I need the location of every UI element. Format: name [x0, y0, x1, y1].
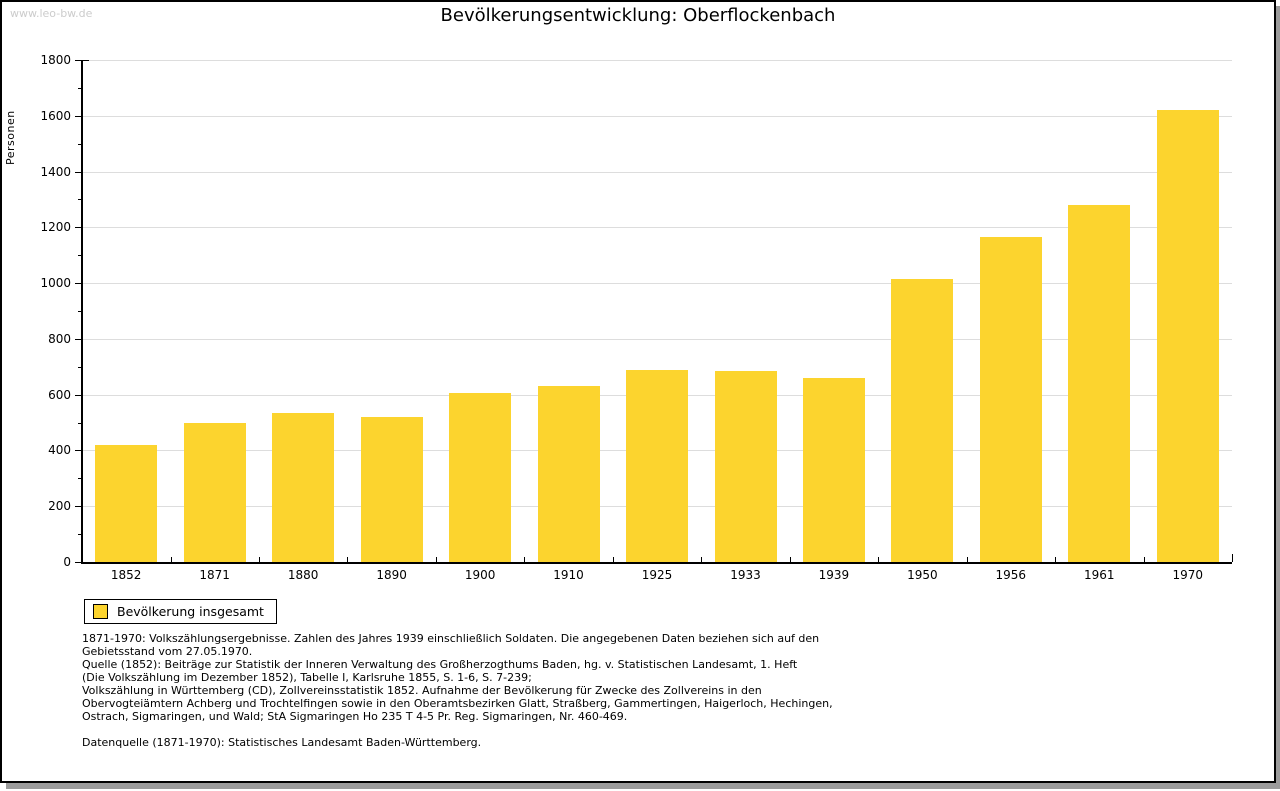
bar-1880 — [272, 413, 335, 562]
footnote-line-1: 1871-1970: Volkszählungsergebnisse. Zahl… — [82, 632, 820, 645]
y-tick-1800 — [75, 60, 82, 61]
y-tick-800 — [75, 338, 82, 340]
watermark: www.leo-bw.de — [10, 7, 93, 20]
y-tick-200 — [75, 506, 82, 508]
y-tick-600 — [75, 394, 82, 396]
y-tick-0 — [75, 562, 82, 563]
y-tick-500 — [78, 422, 82, 424]
gridline-1800 — [82, 60, 1232, 61]
y-tick-1500 — [78, 143, 82, 145]
x-tick-label-1900: 1900 — [464, 568, 496, 582]
bar-1956 — [979, 237, 1042, 562]
bar-1961 — [1068, 205, 1131, 562]
bar-1925 — [626, 370, 688, 562]
y-tick-900 — [78, 311, 82, 312]
footnote-line-3: Quelle (1852): Beiträge zur Statistik de… — [82, 658, 798, 671]
y-tick-1300 — [78, 199, 82, 201]
x-tick-boundary-12 — [1143, 557, 1145, 562]
y-tick-1200 — [75, 227, 82, 229]
x-tick-boundary-10 — [966, 557, 968, 562]
footnote-lines: 1871-1970: Volkszählungsergebnisse. Zahl… — [82, 632, 833, 723]
x-tick-label-1925: 1925 — [641, 568, 673, 582]
y-tick-1000 — [75, 283, 82, 285]
y-tick-label-1200: 1200 — [40, 220, 71, 235]
gridline-1400 — [82, 171, 1232, 173]
x-tick-label-1956: 1956 — [995, 568, 1027, 582]
y-axis-title: Personen — [4, 110, 17, 165]
x-axis-line — [82, 562, 1232, 564]
x-tick-label-1910: 1910 — [553, 568, 584, 582]
x-tick-label-1950: 1950 — [907, 568, 938, 582]
y-tick-1100 — [78, 255, 82, 257]
bar-1890 — [360, 417, 423, 562]
y-tick-1400 — [75, 171, 82, 173]
y-tick-400 — [75, 450, 82, 452]
x-tick-boundary-5 — [524, 557, 526, 562]
bar-1871 — [183, 423, 246, 562]
footnote-line-6: Obervogteiämtern Achberg und Trochtelfin… — [82, 697, 833, 710]
x-tick-label-1961: 1961 — [1084, 568, 1115, 582]
bar-1950 — [891, 279, 954, 562]
bar-1970 — [1156, 110, 1219, 562]
x-tick-boundary-4 — [435, 557, 437, 562]
x-tick-boundary-6 — [612, 557, 614, 562]
bar-1852 — [95, 445, 158, 562]
bar-1933 — [714, 371, 777, 562]
legend-box: Bevölkerung insgesamt — [84, 599, 277, 624]
bar-1939 — [802, 378, 865, 562]
gridline-800 — [82, 338, 1232, 340]
x-tick-label-1871: 1871 — [199, 568, 230, 582]
x-tick-label-1933: 1933 — [730, 568, 761, 582]
gridline-1200 — [82, 227, 1232, 229]
y-tick-1600 — [75, 115, 82, 117]
footnote-line-4: (Die Volkszählung im Dezember 1852), Tab… — [82, 671, 532, 684]
legend-label: Bevölkerung insgesamt — [117, 604, 264, 619]
y-tick-label-400: 400 — [48, 443, 71, 458]
x-tick-label-1970: 1970 — [1172, 568, 1204, 582]
y-axis-top-cap — [82, 60, 89, 61]
x-tick-boundary-11 — [1055, 557, 1057, 562]
bar-1910 — [537, 386, 600, 562]
y-tick-label-1600: 1600 — [40, 108, 71, 123]
footnote-line-2: Gebietsstand vom 27.05.1970. — [82, 645, 253, 658]
x-tick-label-1880: 1880 — [287, 568, 319, 582]
y-tick-label-600: 600 — [48, 387, 71, 402]
x-tick-boundary-2 — [258, 557, 260, 562]
footnote-line-5: Volkszählung in Württemberg (CD), Zollve… — [82, 684, 762, 697]
y-tick-label-1800: 1800 — [40, 53, 71, 67]
x-tick-label-1852: 1852 — [110, 568, 142, 582]
x-tick-label-1939: 1939 — [818, 568, 850, 582]
datasource-line: Datenquelle (1871-1970): Statistisches L… — [82, 736, 482, 749]
x-tick-boundary-9 — [878, 557, 880, 562]
y-tick-label-1000: 1000 — [40, 276, 71, 291]
bar-1900 — [449, 393, 512, 562]
y-tick-700 — [78, 366, 82, 368]
y-tick-label-200: 200 — [48, 499, 71, 514]
y-tick-label-1400: 1400 — [40, 164, 71, 179]
x-axis-end-cap — [1232, 554, 1233, 562]
y-tick-1700 — [78, 87, 82, 89]
y-tick-100 — [78, 534, 82, 536]
gridline-1600 — [82, 115, 1232, 117]
footnote-block: 1871-1970: Volkszählungsergebnisse. Zahl… — [82, 632, 833, 749]
legend-color-swatch-icon — [93, 604, 108, 619]
footnote-line-7: Ostrach, Sigmaringen, und Wald; StA Sigm… — [82, 710, 628, 723]
y-tick-300 — [78, 478, 82, 480]
x-tick-boundary-8 — [789, 557, 791, 562]
y-tick-label-800: 800 — [48, 331, 71, 346]
chart-title: Bevölkerungsentwicklung: Oberflockenbach — [440, 5, 836, 26]
y-axis-line — [81, 60, 83, 564]
y-tick-label-0: 0 — [63, 555, 71, 569]
gridline-1000 — [82, 283, 1232, 285]
x-tick-boundary-7 — [701, 557, 703, 562]
x-tick-boundary-3 — [347, 557, 349, 562]
x-tick-boundary-1 — [170, 557, 172, 562]
plot-area: Personen 0 200 400 600 800 1000 1200 1400 1600 18… — [2, 2, 1274, 781]
x-tick-label-1890: 1890 — [376, 568, 407, 582]
